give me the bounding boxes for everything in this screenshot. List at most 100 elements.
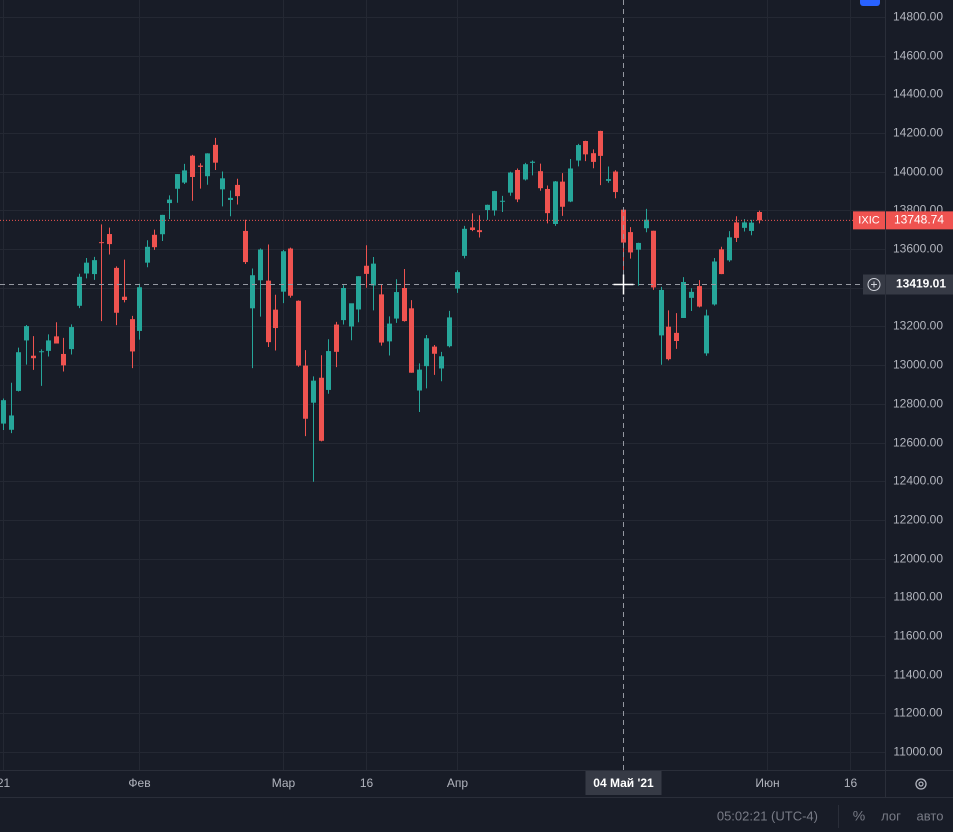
candle-body — [46, 340, 51, 351]
candle-body — [379, 294, 384, 343]
candle-body — [500, 200, 505, 202]
candle-body — [243, 230, 248, 263]
candle-body — [545, 188, 550, 214]
candle-body — [712, 261, 717, 305]
candle-body — [417, 369, 422, 391]
log-toggle[interactable]: лог — [881, 808, 901, 823]
candle-body — [644, 219, 649, 229]
candle-body — [719, 249, 724, 275]
candle-body — [628, 232, 633, 253]
candle-body — [402, 288, 407, 322]
candle-body — [16, 352, 21, 391]
candle-body — [213, 144, 218, 163]
candle-body — [198, 165, 203, 167]
y-tick-label: 13000.00 — [893, 358, 943, 372]
candle-body — [470, 227, 475, 230]
y-tick-label: 11200.00 — [893, 706, 942, 720]
settings-icon[interactable] — [915, 778, 927, 790]
candle-body — [387, 323, 392, 342]
candle-body — [576, 145, 581, 161]
candle-body — [130, 319, 135, 352]
crosshair-date-bg — [585, 771, 662, 795]
candle-body — [674, 332, 679, 341]
candle-body — [99, 242, 104, 244]
y-tick-label: 11800.00 — [893, 590, 942, 604]
candle-body — [319, 377, 324, 441]
candle-body — [167, 199, 172, 204]
y-tick-label: 13200.00 — [893, 319, 943, 333]
candle-body — [190, 155, 195, 177]
auto-toggle[interactable]: авто — [917, 808, 944, 823]
candle-body — [681, 282, 686, 318]
candle-body — [439, 356, 444, 369]
y-tick-label: 11600.00 — [893, 629, 942, 643]
candle-body — [205, 153, 210, 177]
candle-body — [727, 237, 732, 261]
candle-body — [69, 327, 74, 350]
candle-body — [508, 172, 513, 193]
candle-body — [281, 251, 286, 292]
candle-body — [137, 287, 142, 331]
candle-body — [92, 260, 97, 275]
y-tick-label: 11400.00 — [893, 668, 942, 682]
candle-body — [228, 197, 233, 200]
candle-body — [84, 262, 89, 274]
candle-body — [757, 211, 762, 221]
candle-body — [114, 267, 119, 313]
candle-body — [54, 336, 59, 344]
candle-body — [303, 365, 308, 419]
candle-body — [182, 170, 187, 183]
candle-body — [749, 222, 754, 231]
y-tick-label: 12800.00 — [893, 397, 943, 411]
y-tick-label: 14200.00 — [893, 126, 943, 140]
candle-body — [364, 265, 369, 274]
candle-body — [704, 315, 709, 354]
candle-body — [447, 317, 452, 347]
candle-body — [734, 222, 739, 238]
candle-body — [560, 181, 565, 207]
candle-body — [591, 153, 596, 162]
y-tick-label: 12200.00 — [893, 513, 943, 527]
y-tick-label: 12600.00 — [893, 436, 943, 450]
gear-hub[interactable] — [918, 781, 924, 787]
candle-body — [613, 171, 618, 193]
candle-body — [568, 168, 573, 202]
candle-body — [235, 184, 240, 197]
candle-body — [24, 326, 29, 341]
x-tick-label: 16 — [844, 776, 858, 790]
y-tick-label: 11000.00 — [893, 745, 942, 759]
candle-body — [583, 141, 588, 155]
candle-body — [334, 324, 339, 352]
candle-body — [349, 303, 354, 327]
gear[interactable] — [915, 778, 927, 790]
candle-body — [538, 171, 543, 189]
candle-body — [296, 300, 301, 366]
y-tick-label: 13600.00 — [893, 242, 943, 256]
y-tick-label: 14400.00 — [893, 87, 943, 101]
candle-body — [341, 288, 346, 321]
candle-body — [462, 228, 467, 256]
last-price-label: 13748.74 — [894, 213, 944, 227]
toolbar-button[interactable] — [860, 0, 880, 6]
x-tick-label: 21 — [0, 776, 10, 790]
candle-body — [651, 230, 656, 288]
candle-body — [273, 309, 278, 329]
y-tick-label: 14000.00 — [893, 165, 943, 179]
crosshair-price-label: 13419.01 — [896, 277, 946, 291]
symbol-label-bg — [853, 211, 885, 230]
candle-body — [288, 248, 293, 296]
candle-body — [598, 130, 603, 156]
add-button — [867, 278, 881, 291]
candle-body — [250, 275, 255, 309]
candle-body — [107, 234, 112, 245]
y-tick-label: 12400.00 — [893, 474, 943, 488]
candle-body — [9, 415, 14, 430]
candle-body — [39, 351, 44, 353]
candle-body — [326, 351, 331, 390]
percent-toggle[interactable]: % — [853, 808, 865, 824]
candle-body — [424, 338, 429, 367]
crosshair-price-bg — [886, 274, 953, 295]
candle-body — [1, 400, 6, 424]
candle-body — [356, 276, 361, 310]
candle-body — [409, 308, 414, 373]
